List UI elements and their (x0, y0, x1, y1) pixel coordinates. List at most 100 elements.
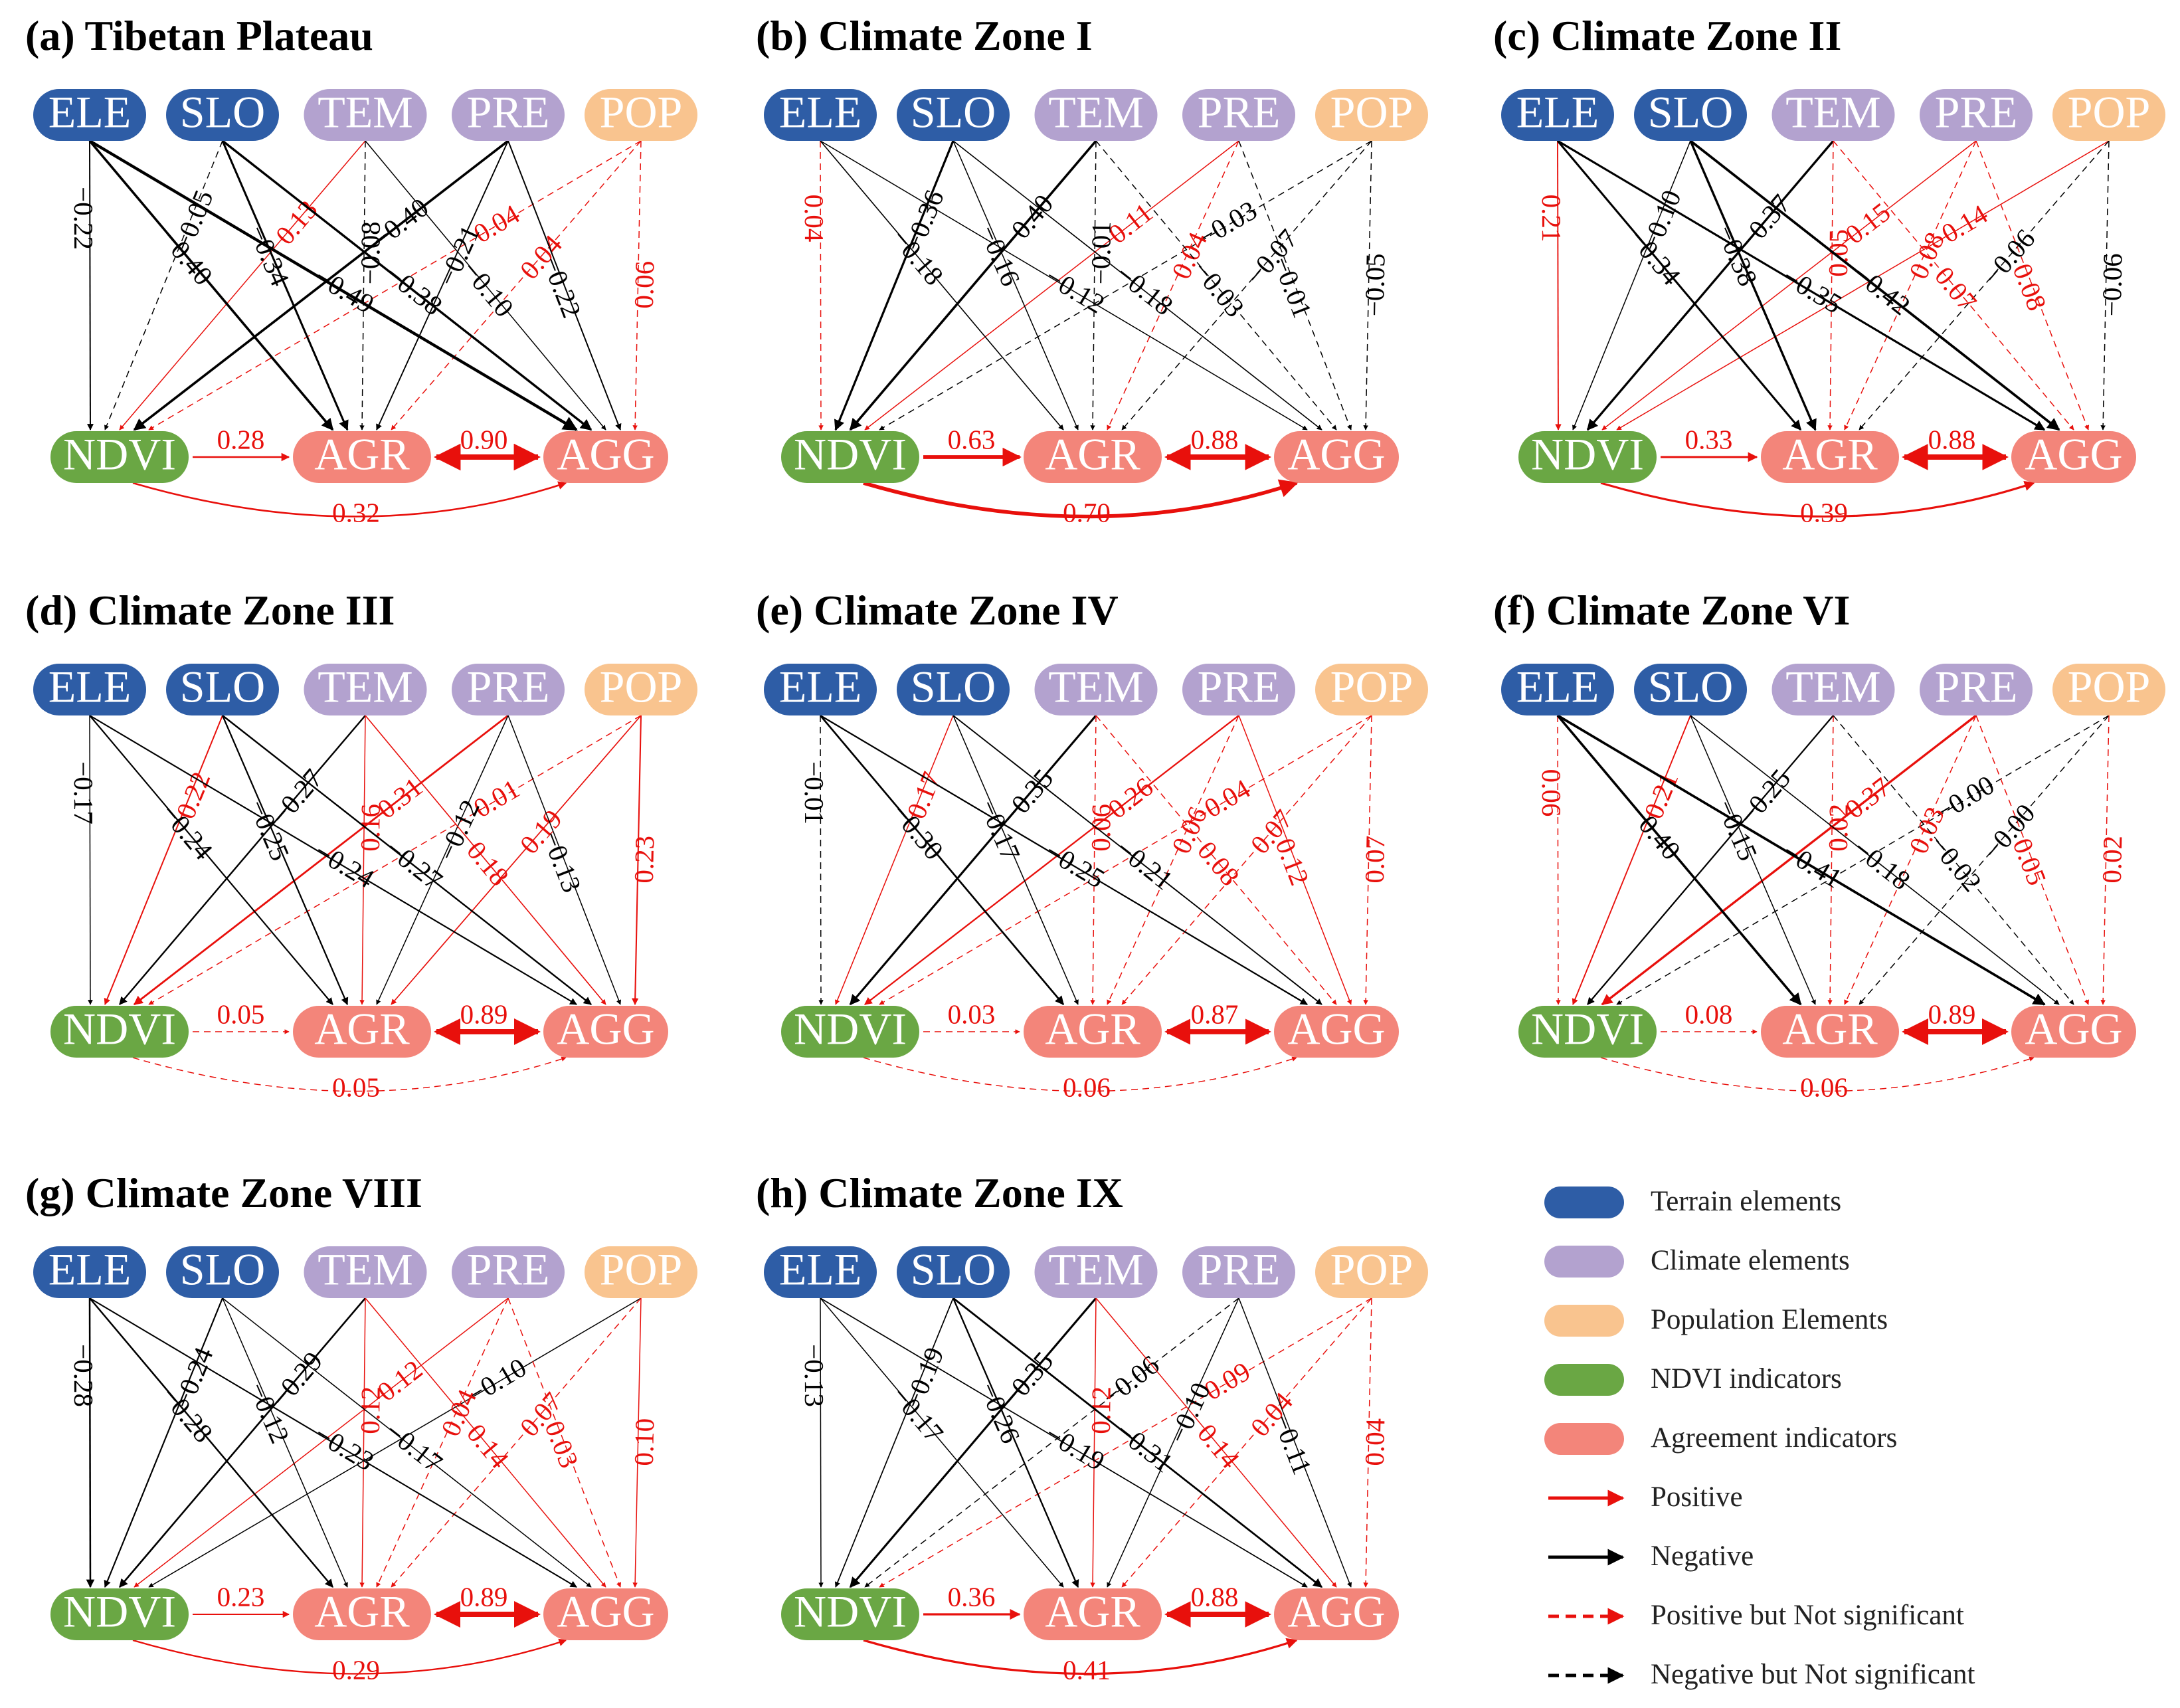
coefficient-label: −0.40 (1623, 798, 1686, 866)
node-pre (1182, 664, 1295, 715)
path-edges: 0.04 −0.36 −0.40 0.11 −0.03−0.18 −0.16 −0.01 0.… (799, 140, 1391, 431)
edge--b-Climate-Zone-I-SLO-NDVI-arrow (834, 140, 954, 431)
coefficient-label: 0.05 (1823, 229, 1854, 277)
node-label: POP (600, 662, 683, 712)
node-label: TEM (1048, 87, 1144, 138)
legend-swatch (1544, 1364, 1624, 1396)
node-label: SLO (911, 1244, 996, 1295)
edge--d-Climate-Zone-III-POP-AGG-arrow (632, 715, 642, 1006)
coefficient-label: 0.87 (1191, 998, 1239, 1029)
edge--d-Climate-Zone-III-PRE-AGR-arrow (376, 715, 509, 1005)
edge--f-Climate-Zone-VI-ELE-AGG-arrow (1557, 714, 2046, 1006)
edge--h-Climate-Zone-IX-ELE-AGR-arrow (820, 1297, 1064, 1588)
edge--c-Climate-Zone-II-POP-NDVI-arrow (1616, 140, 2110, 430)
edge--h-Climate-Zone-IX-ELE-NDVI-arrow (818, 1297, 824, 1588)
node-pop (2052, 664, 2165, 715)
coefficient-label: −0.08 (355, 221, 386, 284)
node-pop (585, 1246, 697, 1298)
edge--e-Climate-Zone-IV-POP-NDVI-arrow (879, 715, 1372, 1005)
node-label: AGR (1782, 1004, 1878, 1054)
coefficient-label: −0.28 (155, 1380, 219, 1448)
coefficient-label: 0.23 (217, 1581, 265, 1612)
edge--d-Climate-Zone-III-SLO-NDVI-arrow (104, 715, 223, 1005)
coefficient-label: −0.01 (1267, 252, 1318, 322)
coefficient-label: −0.13 (799, 1344, 830, 1407)
node-label: NDVI (794, 1586, 907, 1637)
node-label: ELE (1516, 662, 1599, 712)
coefficient-label: 0.88 (1191, 424, 1239, 454)
edge--b-Climate-Zone-I-TEM-AGR-arrow (1090, 140, 1097, 430)
edge--c-Climate-Zone-II-PRE-NDVI-arrow (1601, 140, 1977, 430)
node-label: TEM (1048, 662, 1144, 712)
coefficient-label: −0.34 (1623, 223, 1686, 291)
node-agr (1024, 431, 1162, 483)
node-pop (585, 89, 697, 141)
node-agr (1761, 1006, 1899, 1058)
coefficient-label: 0.12 (1269, 834, 1315, 890)
node-agr (293, 431, 431, 483)
edge--d-Climate-Zone-III-SLO-AGR-arrow (221, 715, 349, 1006)
edge--e-Climate-Zone-IV-SLO-AGG-arrow (953, 715, 1322, 1005)
edge--f-Climate-Zone-VI-TEM-AGR-arrow (1827, 715, 1834, 1005)
node-slo (897, 1246, 1010, 1298)
node-label: PRE (1935, 662, 2018, 712)
node-label: SLO (180, 662, 265, 712)
coefficient-label: 0.88 (1928, 424, 1976, 454)
node-label: POP (2068, 662, 2151, 712)
node-pre (1920, 89, 2033, 141)
node-tem (1034, 89, 1158, 141)
edge--e-Climate-Zone-IV-TEM-NDVI-arrow (849, 714, 1097, 1006)
node-ndvi (781, 431, 919, 483)
coefficient-label: 0.06 (628, 260, 660, 309)
coefficient-label: −0.22 (68, 187, 99, 250)
coefficient-label: 0.12 (1085, 1386, 1117, 1434)
coefficient-label: −0.30 (885, 798, 949, 866)
edge--g-Climate-Zone-VIII-SLO-AGR-arrow (222, 1297, 348, 1588)
node-agr (1024, 1588, 1162, 1640)
node-label: TEM (318, 662, 413, 712)
node-label: AGG (1287, 429, 1385, 480)
edge--h-Climate-Zone-IX-POP-NDVI-arrow (879, 1297, 1372, 1588)
edge--h-Climate-Zone-IX-POP-AGG-arrow (1363, 1297, 1372, 1588)
node-label: POP (1330, 662, 1413, 712)
node-label: PRE (1198, 87, 1281, 138)
node-label: NDVI (1531, 429, 1644, 480)
node-label: ELE (48, 662, 132, 712)
edge--e-Climate-Zone-IV-PRE-AGR-arrow (1107, 715, 1239, 1005)
coefficient-label: 0.89 (1928, 998, 1976, 1029)
panel-title: (f) Climate Zone VI (1493, 587, 1850, 634)
edge--f-Climate-Zone-VI-POP-NDVI-arrow (1616, 715, 2110, 1005)
node-label: NDVI (1531, 1004, 1644, 1054)
edge--f-Climate-Zone-VI-POP-AGR-arrow (1859, 715, 2110, 1005)
node-label: ELE (1516, 87, 1599, 138)
node-label: ELE (779, 1244, 862, 1295)
node-agg (2011, 431, 2136, 483)
legend-swatch (1544, 1305, 1624, 1337)
coefficient-label: −0.22 (536, 252, 587, 322)
edge--f-Climate-Zone-VI-PRE-NDVI-arrow (1601, 714, 1977, 1006)
coefficient-label: −0.01 (1085, 221, 1117, 284)
node-ndvi (1518, 1006, 1657, 1058)
edge--f-Climate-Zone-VI-SLO-AGG-arrow (1690, 715, 2060, 1005)
edge-ndvi-agg-curve (863, 479, 1299, 519)
node-label: AGR (314, 1586, 410, 1637)
node-pop (1315, 664, 1428, 715)
coefficient-label: 0.06 (1536, 769, 1567, 817)
edge--c-Climate-Zone-II-PRE-AGG-arrow (1975, 140, 2090, 430)
coefficient-label: 0.04 (1359, 1418, 1390, 1466)
node-label: SLO (911, 87, 996, 138)
node-label: SLO (1648, 87, 1733, 138)
legend-swatch (1544, 1186, 1624, 1218)
edge--b-Climate-Zone-I-POP-AGG-arrow (1363, 140, 1372, 430)
edge--g-Climate-Zone-VIII-POP-NDVI-arrow (148, 1297, 642, 1588)
node-label: SLO (911, 662, 996, 712)
edge--d-Climate-Zone-III-TEM-AGG-arrow (365, 715, 606, 1005)
edge--c-Climate-Zone-II-PRE-AGR-arrow (1844, 140, 1977, 430)
edge--g-Climate-Zone-VIII-PRE-NDVI-arrow (134, 1297, 509, 1588)
coefficient-label: −0.11 (1267, 1410, 1318, 1479)
edge--f-Climate-Zone-VI-PRE-AGR-arrow (1844, 715, 1977, 1005)
coefficient-label: −0.40 (155, 223, 219, 291)
coefficient-label: 0.90 (460, 424, 508, 454)
edge--a-Tibetan-Plateau-SLO-AGR-arrow (221, 140, 349, 431)
legend-swatch (1544, 1246, 1624, 1278)
